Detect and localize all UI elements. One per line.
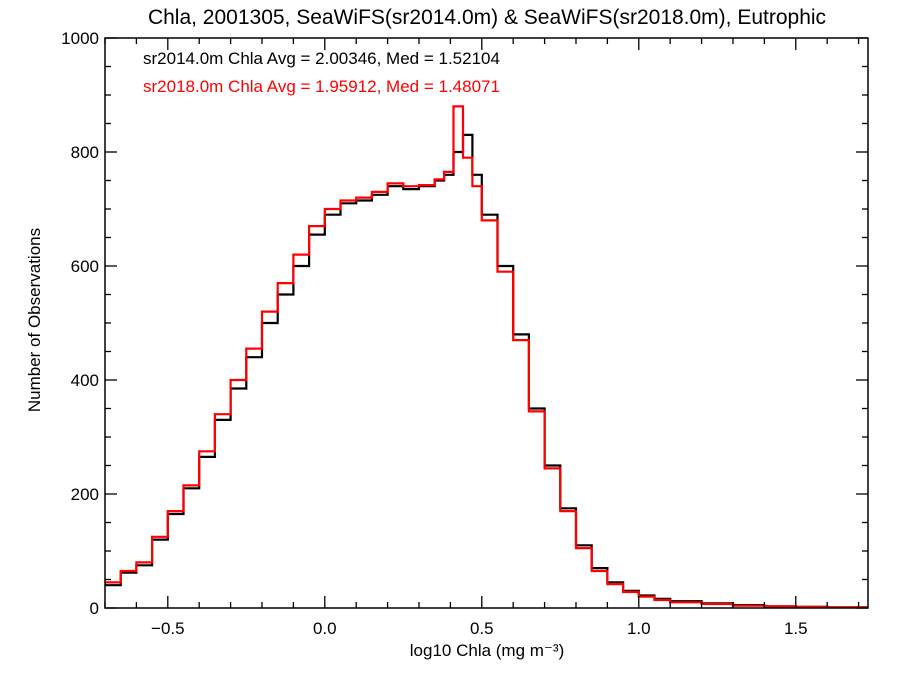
series-layer	[105, 105, 868, 609]
y-axis-label: Number of Observations	[25, 228, 44, 412]
x-tick-label: 0.5	[470, 619, 494, 638]
plot-frame	[104, 37, 869, 609]
stats-annotation-black: sr2014.0m Chla Avg = 2.00346, Med = 1.52…	[143, 49, 500, 68]
x-tick-label: 1.5	[784, 619, 808, 638]
axes-layer: −0.5 0.0 0.5 1.0 1.5 0 200 400 600 800 1000	[61, 29, 868, 638]
y-tick-label: 0	[90, 599, 99, 618]
x-tick-label: 0.0	[313, 619, 337, 638]
y-tick-label: 400	[71, 371, 99, 390]
y-tick-label: 600	[71, 257, 99, 276]
series-sr2018-line	[105, 105, 868, 609]
stats-annotation-red: sr2018.0m Chla Avg = 1.95912, Med = 1.48…	[143, 77, 500, 96]
y-tick-label: 200	[71, 485, 99, 504]
chart-title: Chla, 2001305, SeaWiFS(sr2014.0m) & SeaW…	[148, 6, 826, 29]
y-tick-label: 800	[71, 143, 99, 162]
x-tick-label: −0.5	[151, 619, 185, 638]
y-tick-label: 1000	[61, 29, 99, 48]
x-axis-label: log10 Chla (mg m⁻³)	[410, 641, 564, 660]
series-sr2014-line	[105, 133, 868, 609]
x-tick-label: 1.0	[627, 619, 651, 638]
